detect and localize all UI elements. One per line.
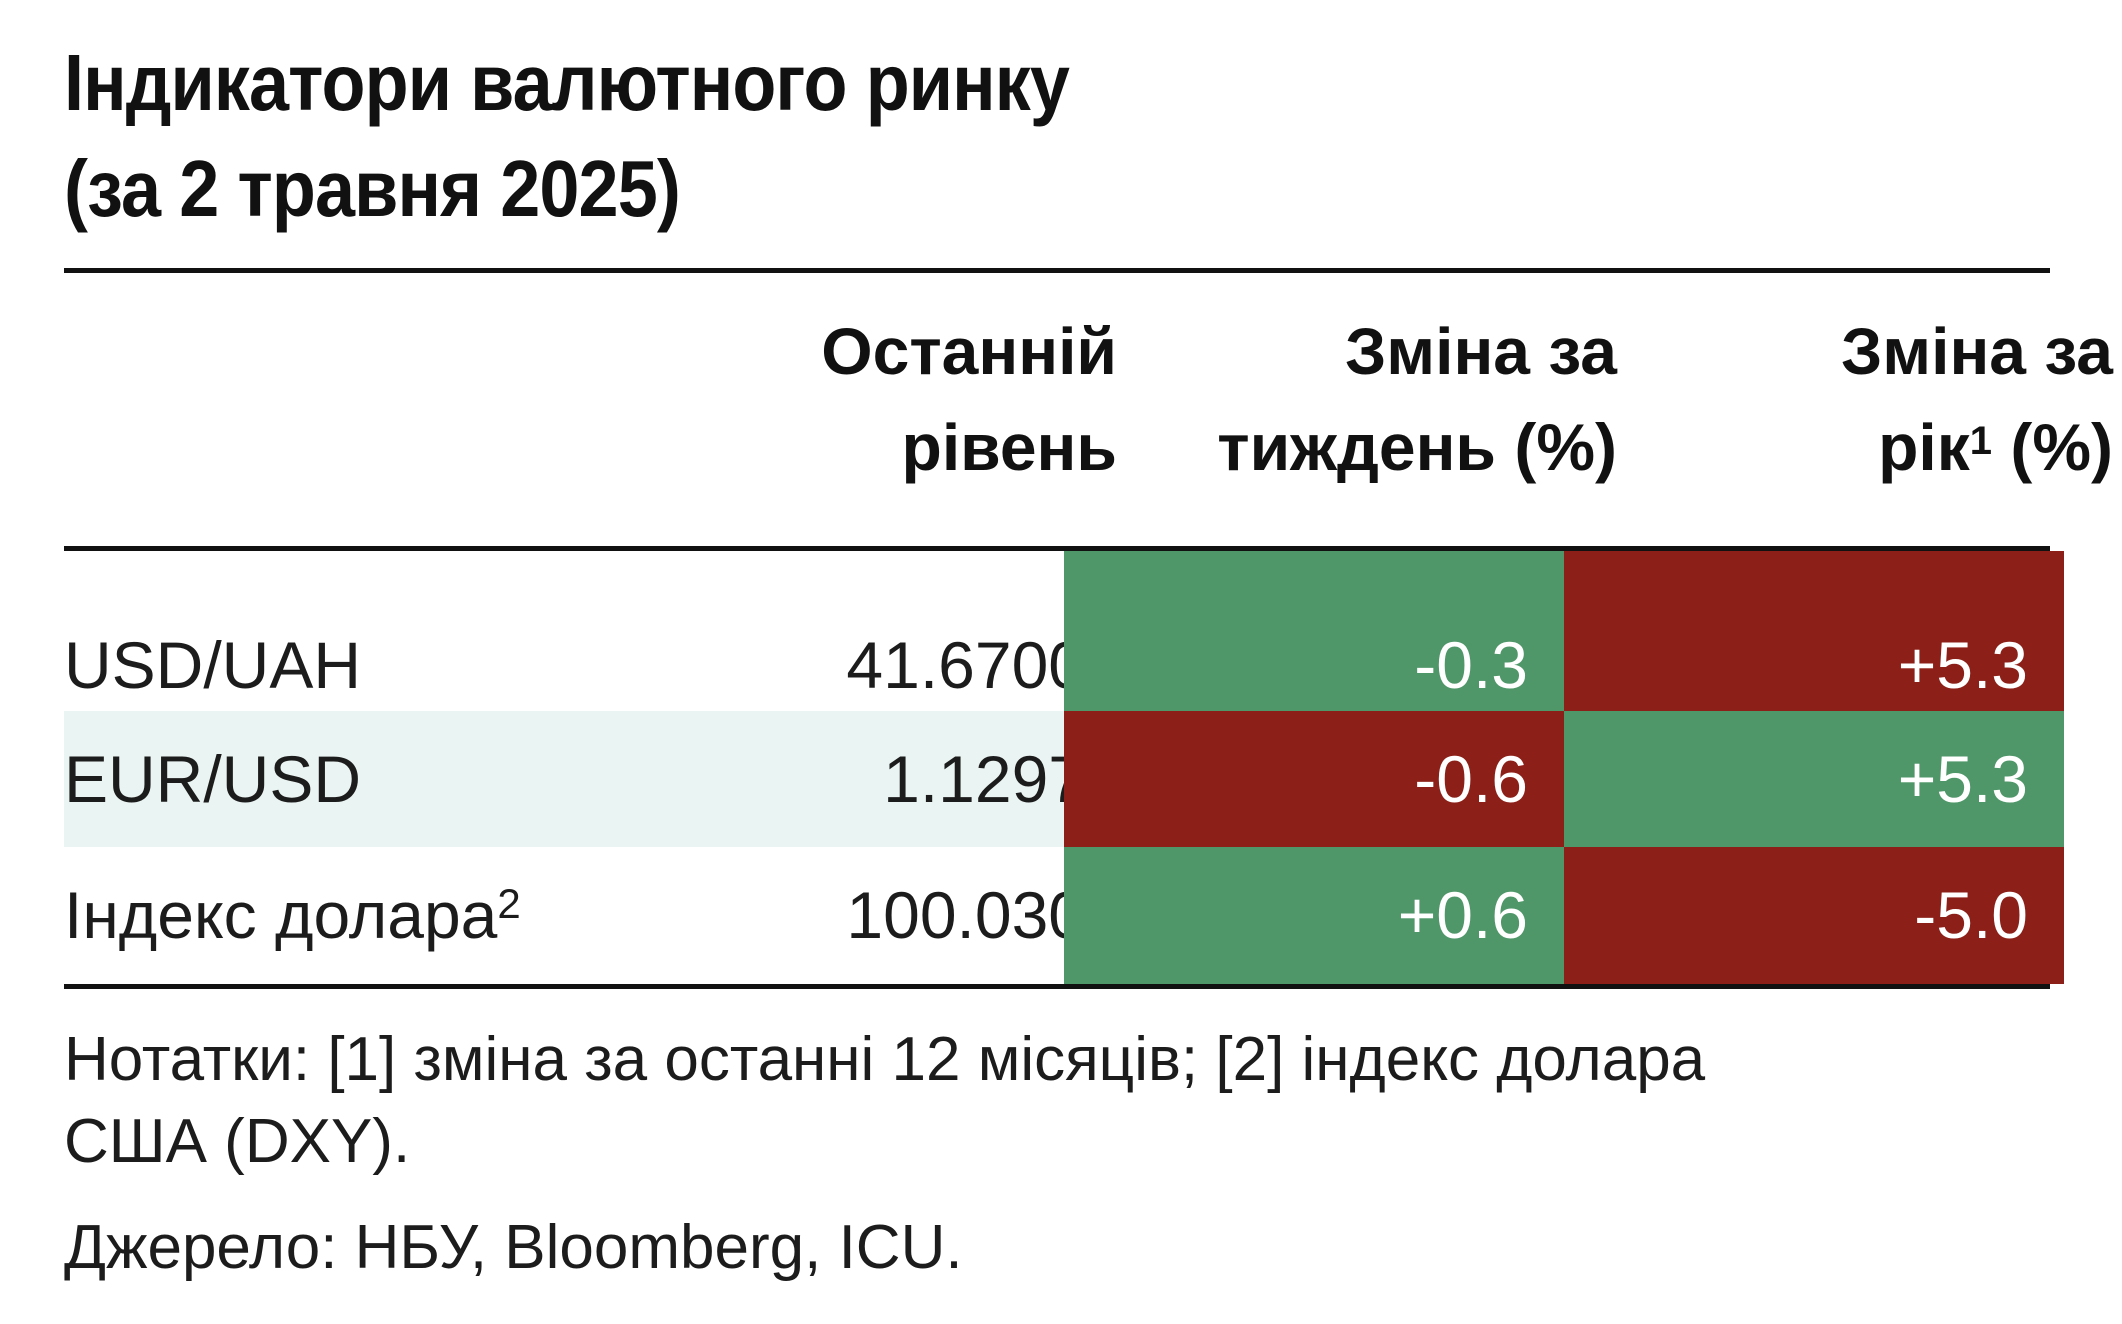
row-label-text: EUR/USD [64, 742, 362, 816]
row-level-value: 100.030 [846, 878, 1085, 952]
header-last-level: Останній рівень [664, 303, 1117, 495]
header-year-change-line2: рік1 (%) [1617, 399, 2113, 495]
header-week-change-line1: Зміна за [1344, 314, 1617, 388]
row-shade [64, 711, 1064, 847]
row-level-value: 1.1297 [883, 742, 1085, 816]
header-week-change: Зміна за тиждень (%) [1117, 303, 1617, 495]
header-rule [64, 546, 2050, 551]
bottom-rule [64, 984, 2050, 989]
row-label: USD/UAH [64, 551, 361, 779]
row-year-change-cell: +5.3 [1564, 711, 2064, 847]
footnotes-line-2: США (DXY). [64, 1107, 411, 1176]
row-label-footnote: 2 [497, 880, 521, 927]
header-year-footnote-mark: 1 [1969, 419, 1993, 463]
row-level-value: 41.6700 [846, 628, 1085, 702]
row-label-text: USD/UAH [64, 628, 362, 702]
table-row: USD/UAH 41.6700 -0.3 +5.3 [64, 551, 2064, 711]
table-row: EUR/USD 1.1297 -0.6 +5.3 [64, 711, 2064, 847]
row-week-change-cell: -0.6 [1064, 711, 1564, 847]
table-header: Останній рівень Зміна за тиждень (%) Змі… [64, 273, 2113, 546]
title-line-1: Індикатори валютного ринку [64, 38, 1070, 127]
header-last-level-line1: Останній [821, 314, 1117, 388]
row-year-change-cell: -5.0 [1564, 847, 2064, 984]
row-year-change-cell: +5.3 [1564, 551, 2064, 711]
header-year-unit: (%) [1992, 410, 2113, 484]
header-year-change-line1: Зміна за [1840, 314, 2113, 388]
market-indicators-table-figure: Індикатори валютного ринку (за 2 травня … [64, 30, 2113, 1289]
chart-title: Індикатори валютного ринку (за 2 травня … [64, 30, 2048, 242]
title-line-2: (за 2 травня 2025) [64, 144, 681, 233]
header-year-word: рік [1878, 410, 1970, 484]
row-label-text: Індекс долара [64, 878, 498, 952]
header-year-change: Зміна за рік1 (%) [1617, 303, 2113, 495]
row-label: Індекс долара2 [64, 847, 521, 984]
header-last-level-line2: рівень [901, 410, 1118, 484]
row-week-change-cell: -0.3 [1064, 551, 1564, 711]
row-week-change-cell: +0.6 [1064, 847, 1564, 984]
row-label: EUR/USD [64, 711, 361, 847]
table-row: Індекс долара2 100.030 +0.6 -5.0 [64, 847, 2064, 984]
table-body: USD/UAH 41.6700 -0.3 +5.3 EUR/USD 1.1297… [64, 551, 2064, 984]
header-week-change-line2: тиждень (%) [1217, 410, 1617, 484]
top-rule [64, 268, 2050, 273]
source-note: Джерело: НБУ, Bloomberg, ICU. [64, 1213, 963, 1282]
footnotes-line-1: Нотатки: [1] зміна за останні 12 місяців… [64, 1025, 1706, 1094]
footnotes: Нотатки: [1] зміна за останні 12 місяців… [64, 1019, 1964, 1183]
